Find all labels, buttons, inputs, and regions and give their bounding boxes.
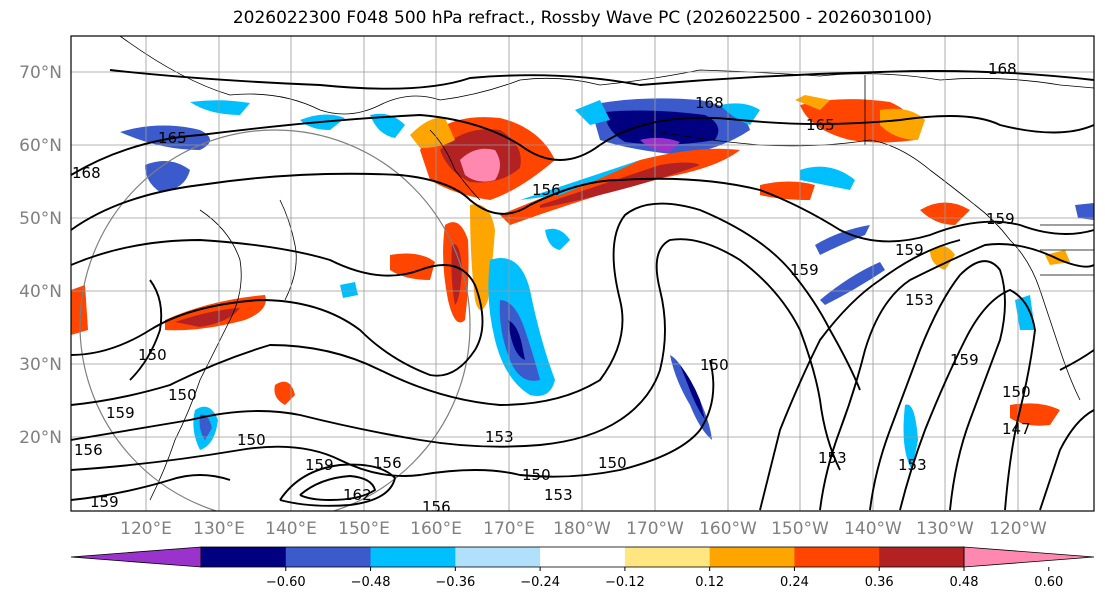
contour-label: 159 <box>790 261 819 279</box>
lon-label: 170°E <box>483 519 535 539</box>
lon-label: 160°W <box>699 519 757 539</box>
colorbar-tick-label: −0.12 <box>605 575 645 590</box>
contour-label: 153 <box>905 291 934 309</box>
colorbar-segment <box>540 547 626 567</box>
colorbar-segment <box>879 547 965 567</box>
contour-label: 159 <box>305 456 334 474</box>
colorbar-outline <box>200 546 965 568</box>
contour-label: 156 <box>532 181 561 199</box>
contour-label: 150 <box>237 431 266 449</box>
contour-label: 150 <box>522 466 551 484</box>
map-frame <box>70 35 1095 512</box>
contour-label: 159 <box>895 241 924 259</box>
lon-label: 140°W <box>844 519 902 539</box>
contour-label: 159 <box>106 404 135 422</box>
colorbar-tick-label: 0.48 <box>950 575 979 590</box>
colorbar-segment <box>285 547 372 567</box>
contour-label: 150 <box>700 356 729 374</box>
lat-label: 60°N <box>19 136 62 156</box>
contour-label: 162 <box>343 486 372 504</box>
contour-label: 159 <box>950 351 979 369</box>
map-title: 2026022300 F048 500 hPa refract., Rossby… <box>232 8 933 28</box>
colorbar-tick-label: 0.60 <box>1034 575 1063 590</box>
colorbar-tick-label: −0.60 <box>266 575 306 590</box>
contour-label: 159 <box>986 210 1015 228</box>
contour-label: 150 <box>598 454 627 472</box>
lon-label: 140°E <box>265 519 317 539</box>
contour-label: 153 <box>898 456 927 474</box>
contour-label: 147 <box>1002 420 1031 438</box>
contour-label: 159 <box>90 493 119 511</box>
contour-label: 168 <box>988 60 1017 78</box>
contour-label: 165 <box>806 116 835 134</box>
lon-label: 170°W <box>626 519 684 539</box>
shaded-anomaly-layer <box>71 95 1094 470</box>
colorbar-extend-high <box>963 546 1095 568</box>
contour-label: 150 <box>168 386 197 404</box>
lat-label: 20°N <box>19 428 62 448</box>
colorbar-segment <box>370 547 456 567</box>
colorbar-tick-label: −0.24 <box>520 575 560 590</box>
lon-label: 120°W <box>989 519 1047 539</box>
contour-label: 153 <box>544 486 573 504</box>
colorbar-extend-low <box>70 546 202 568</box>
contour-label: 168 <box>72 164 101 182</box>
contour-labels: 165 168 168 168 165 156 159 159 159 153 … <box>72 60 1031 516</box>
lat-label: 40°N <box>19 282 62 302</box>
lon-label: 130°E <box>193 519 245 539</box>
colorbar-tick-label: 0.12 <box>695 575 724 590</box>
colorbar-tick-label: 0.36 <box>865 575 894 590</box>
great-circle-arc <box>79 129 471 511</box>
longitude-axis: 120°E 130°E 140°E 150°E 160°E 170°E 180°… <box>120 519 1047 539</box>
colorbar-segment <box>624 547 711 567</box>
colorbar: −0.60 −0.48 −0.36 −0.24 −0.12 0.12 0.24 0.36 0.4… <box>70 546 1095 590</box>
contour-label: 156 <box>373 454 402 472</box>
lon-label: 130°W <box>916 519 974 539</box>
lat-label: 30°N <box>19 355 62 375</box>
colorbar-tick-label: −0.36 <box>435 575 475 590</box>
lon-label: 180°W <box>553 519 611 539</box>
contour-label: 153 <box>818 449 847 467</box>
colorbar-segment <box>201 547 287 567</box>
lon-label: 150°E <box>338 519 390 539</box>
contour-label: 156 <box>422 498 451 516</box>
contour-label: 165 <box>158 129 187 147</box>
colorbar-tick-label: −0.48 <box>351 575 391 590</box>
contour-label: 150 <box>138 346 167 364</box>
lat-label: 50°N <box>19 209 62 229</box>
contour-label: 156 <box>74 441 103 459</box>
lon-label: 120°E <box>120 519 172 539</box>
colorbar-tick-label: 0.24 <box>780 575 809 590</box>
colorbar-segment <box>709 547 795 567</box>
contour-label: 168 <box>695 94 724 112</box>
colorbar-segment <box>455 547 541 567</box>
colorbar-segment <box>794 547 880 567</box>
contour-label: 153 <box>485 428 514 446</box>
height-contours <box>71 69 1094 511</box>
latitude-axis: 70°N 60°N 50°N 40°N 30°N 20°N <box>19 63 62 448</box>
lon-label: 150°W <box>771 519 829 539</box>
lon-label: 160°E <box>410 519 462 539</box>
lat-label: 70°N <box>19 63 62 83</box>
contour-label: 150 <box>1002 383 1031 401</box>
